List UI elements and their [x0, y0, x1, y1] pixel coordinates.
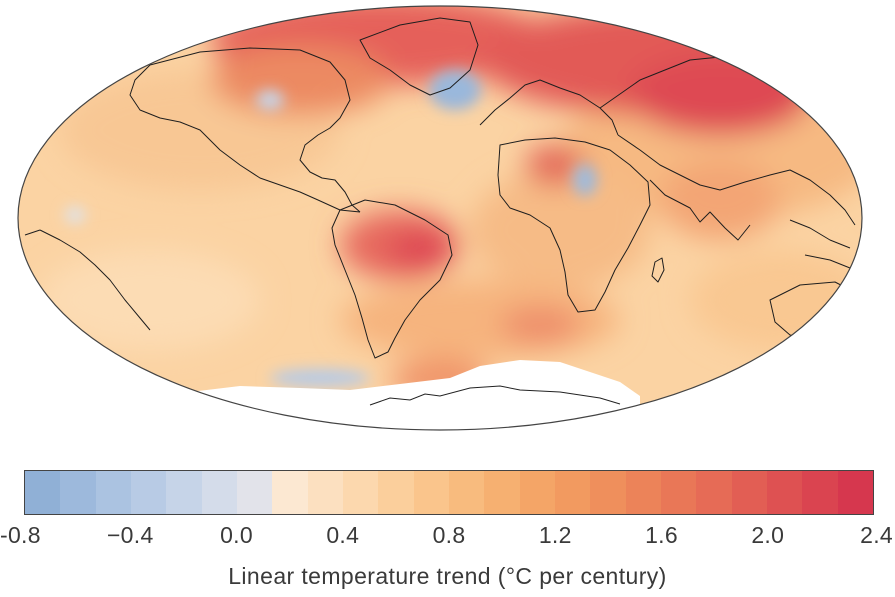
colorbar-bin: [837, 471, 873, 514]
colorbar-tick-label: 0.4: [326, 522, 360, 548]
colorbar-bin: [484, 471, 520, 514]
colorbar-bin: [554, 471, 591, 514]
colorbar-tick-label: 1.6: [645, 522, 678, 548]
colorbar-bin: [696, 471, 732, 514]
cooling-patches: [65, 70, 597, 387]
colorbar-bin: [342, 471, 379, 514]
colorbar-bin: [272, 471, 308, 514]
colorbar-bin: [519, 471, 555, 514]
colorbar-bin: [307, 471, 343, 514]
colorbar: [24, 470, 874, 515]
colorbar-bin: [201, 471, 237, 514]
colorbar-bin: [95, 471, 131, 514]
colorbar-bin: [802, 471, 838, 514]
colorbar-bin: [590, 471, 626, 514]
colorbar-bin: [166, 471, 202, 514]
colorbar-bin: [130, 471, 167, 514]
colorbar-tick-label: −0.4: [106, 522, 154, 548]
world-map: [17, 5, 863, 431]
colorbar-bin: [625, 471, 661, 514]
colorbar-bin: [448, 471, 485, 514]
colorbar-label: Linear temperature trend (°C per century…: [228, 563, 667, 589]
colorbar-bin: [236, 471, 273, 514]
colorbar-tick-label: 2.0: [751, 522, 785, 548]
colorbar-tick-label: 0.0: [220, 522, 253, 548]
colorbar-bin: [660, 471, 697, 514]
colorbar-bin: [731, 471, 767, 514]
coastlines: [24, 17, 862, 359]
colorbar-ticks: -0.8 −0.4 0.0 0.4 0.8 1.2 1.6 2.0 2.4: [0, 522, 895, 552]
colorbar-bin: [25, 471, 61, 514]
colorbar-bin: [60, 471, 96, 514]
globe-outline: [17, 5, 863, 431]
colorbar-bin: [413, 471, 449, 514]
colorbar-tick-label: -0.8: [0, 522, 41, 548]
colorbar-bin: [766, 471, 803, 514]
colorbar-tick-label: 0.8: [432, 522, 466, 548]
temperature-trend-map: [17, 5, 863, 431]
colorbar-tick-label: 1.2: [538, 522, 572, 548]
colorbar-tick-label: 2.4: [860, 522, 893, 548]
colorbar-bin: [378, 471, 414, 514]
